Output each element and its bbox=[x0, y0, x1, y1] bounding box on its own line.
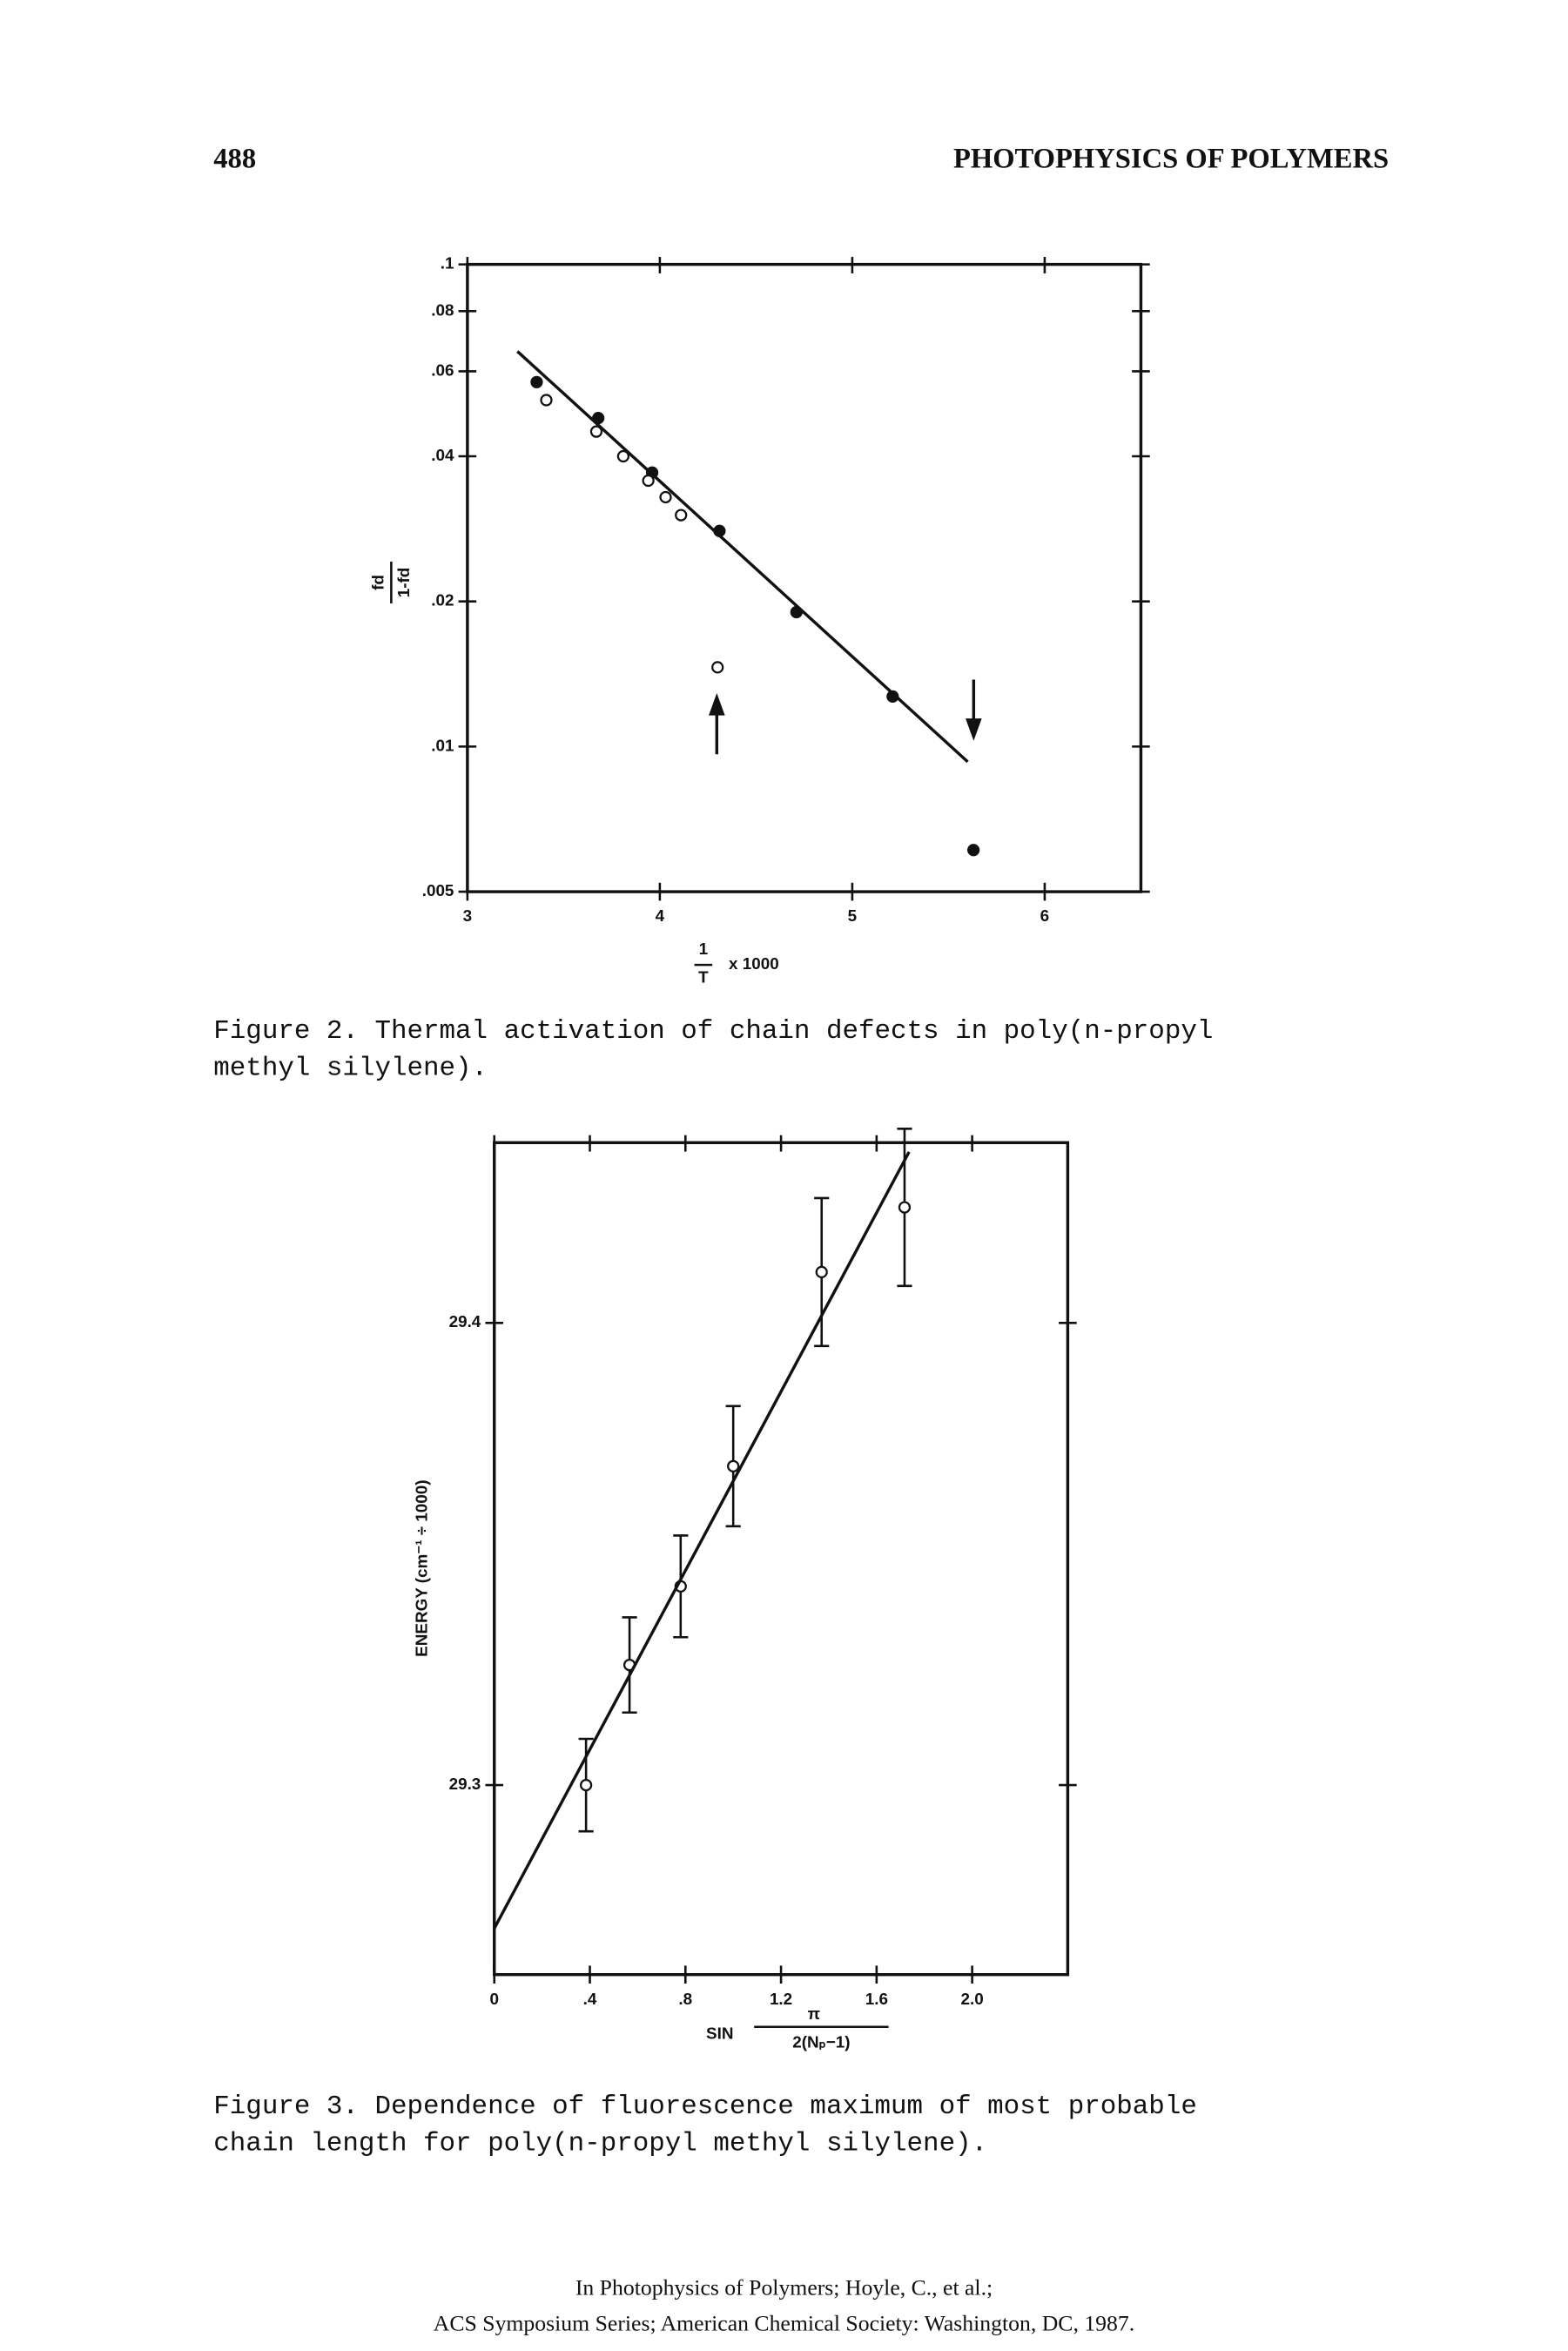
x-label-denominator: 2(Nₚ−1) bbox=[792, 2033, 850, 2051]
arrow-head bbox=[709, 693, 725, 716]
footer-line: ACS Symposium Series; American Chemical … bbox=[434, 2311, 1134, 2336]
x-tick-label: 5 bbox=[848, 906, 857, 925]
plot-frame bbox=[466, 262, 1143, 893]
y-tick-label: .08 bbox=[431, 300, 454, 319]
caption-line: Figure 3. Dependence of fluorescence max… bbox=[213, 2092, 1197, 2122]
y-tick-label: .1 bbox=[441, 254, 454, 273]
data-point bbox=[530, 375, 543, 388]
data-point bbox=[580, 1778, 593, 1792]
x-tick-label: 1.2 bbox=[770, 1990, 792, 2008]
x-tick-label: 1.6 bbox=[865, 1990, 888, 2008]
y-axis-label: fd 1-fd bbox=[369, 561, 413, 604]
x-tick-label: 6 bbox=[1040, 906, 1049, 925]
data-point bbox=[967, 844, 980, 857]
data-point bbox=[659, 490, 672, 504]
y-label-numerator: fd bbox=[369, 575, 387, 590]
x-tick-label: 0 bbox=[489, 1990, 498, 2008]
data-point bbox=[642, 474, 655, 488]
x-label-text: x 1000 bbox=[729, 954, 779, 973]
data-point bbox=[540, 394, 553, 407]
data-point bbox=[675, 509, 688, 522]
arrows bbox=[709, 679, 982, 755]
plot-frame bbox=[493, 1141, 1070, 1977]
x-label-numerator: π bbox=[808, 2004, 820, 2023]
data-point bbox=[711, 661, 724, 674]
x-tick-label: 4 bbox=[656, 906, 665, 925]
y-tick-label: 29.4 bbox=[449, 1312, 481, 1330]
data-point bbox=[898, 1201, 912, 1214]
caption-line: methyl silylene). bbox=[213, 1054, 488, 1084]
y-tick-label: .04 bbox=[431, 446, 454, 464]
fit-line bbox=[516, 350, 969, 764]
footer-line: In Photophysics of Polymers; Hoyle, C., … bbox=[575, 2275, 993, 2300]
x-tick-label: .8 bbox=[678, 1990, 692, 2008]
data-point bbox=[589, 425, 603, 438]
x-axis-label: 1 T x 1000 bbox=[694, 940, 779, 987]
y-tick-label: 29.3 bbox=[449, 1775, 481, 1793]
x-label-prefix: SIN bbox=[706, 2024, 733, 2042]
x-tick-label: 3 bbox=[463, 906, 472, 925]
fit-line bbox=[493, 1151, 911, 1930]
data-point bbox=[727, 1459, 740, 1472]
running-title: PHOTOPHYSICS OF POLYMERS bbox=[953, 144, 1389, 175]
arrow-head bbox=[966, 718, 982, 741]
caption-line: Figure 2. Thermal activation of chain de… bbox=[213, 1016, 1213, 1047]
y-tick-label: .01 bbox=[431, 736, 454, 754]
x-label-denominator: T bbox=[698, 968, 709, 987]
y-axis-label: ENERGY (cm⁻¹ ÷ 1000) bbox=[412, 1479, 430, 1656]
y-label-denominator: 1-fd bbox=[394, 568, 413, 598]
x-tick-label: 2.0 bbox=[961, 1990, 984, 2008]
data-point bbox=[815, 1265, 828, 1279]
x-label-numerator: 1 bbox=[699, 940, 708, 958]
y-tick-label: .06 bbox=[431, 360, 454, 379]
y-tick-label: .02 bbox=[431, 591, 454, 610]
page-number: 488 bbox=[213, 144, 256, 175]
caption-line: chain length for poly(n-propyl methyl si… bbox=[213, 2129, 987, 2159]
x-tick-label: .4 bbox=[583, 1990, 597, 2008]
x-axis-label: SIN π 2(Nₚ−1) bbox=[706, 2004, 889, 2051]
data-point bbox=[616, 449, 630, 463]
y-tick-label: .005 bbox=[422, 881, 454, 899]
